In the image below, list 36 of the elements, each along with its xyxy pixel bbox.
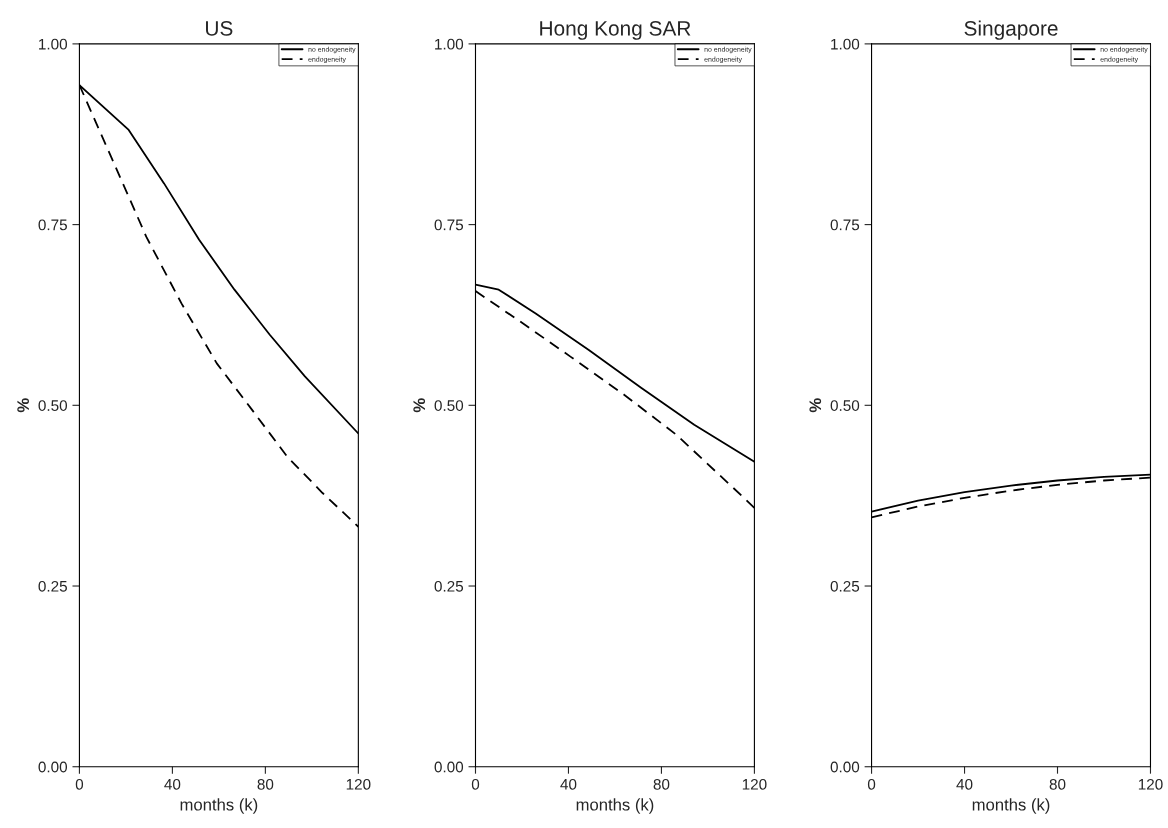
y-axis-title: %: [17, 398, 29, 413]
x-tick-label: 120: [1138, 778, 1163, 790]
y-tick-label: 0.75: [830, 219, 860, 231]
x-tick-label: 40: [164, 778, 181, 790]
y-tick-label: 0.00: [38, 761, 68, 773]
y-tick-label: 0.75: [434, 219, 464, 231]
x-tick-label: 120: [346, 778, 371, 790]
y-tick-label: 0.50: [830, 400, 860, 411]
x-tick-label: 0: [75, 778, 84, 790]
x-axis-title: months (k): [576, 798, 654, 814]
x-tick-label: 40: [956, 778, 973, 790]
x-tick-label: 80: [653, 778, 670, 790]
x-tick-label: 40: [560, 778, 577, 790]
y-tick-label: 0.25: [38, 580, 67, 592]
y-tick-label: 0.25: [434, 580, 464, 592]
x-tick-label: 120: [742, 778, 767, 790]
y-tick-label: 0.75: [38, 219, 67, 231]
x-tick-label: 0: [867, 778, 876, 790]
y-tick-label: 1.00: [435, 38, 464, 50]
x-axis-title: months (k): [972, 798, 1050, 814]
x-tick-label: 80: [257, 778, 274, 790]
y-axis-title: %: [413, 398, 426, 413]
y-tick-label: 0.25: [830, 580, 860, 592]
x-tick-label: 80: [1049, 778, 1066, 790]
chart-title: Singapore: [964, 20, 1058, 40]
x-axis-title: months (k): [180, 798, 258, 814]
chart-title: US: [206, 21, 233, 36]
x-tick-label: 0: [471, 778, 480, 790]
y-tick-label: 0.50: [434, 400, 464, 411]
y-tick-label: 0.00: [434, 761, 464, 773]
chart-title: Hong Kong SAR: [540, 21, 691, 40]
y-tick-label: 1.00: [39, 38, 68, 50]
y-tick-label: 0.50: [38, 400, 68, 411]
y-tick-label: 0.00: [830, 761, 860, 773]
y-tick-label: 1.00: [831, 38, 860, 50]
y-axis-title: %: [809, 398, 822, 413]
